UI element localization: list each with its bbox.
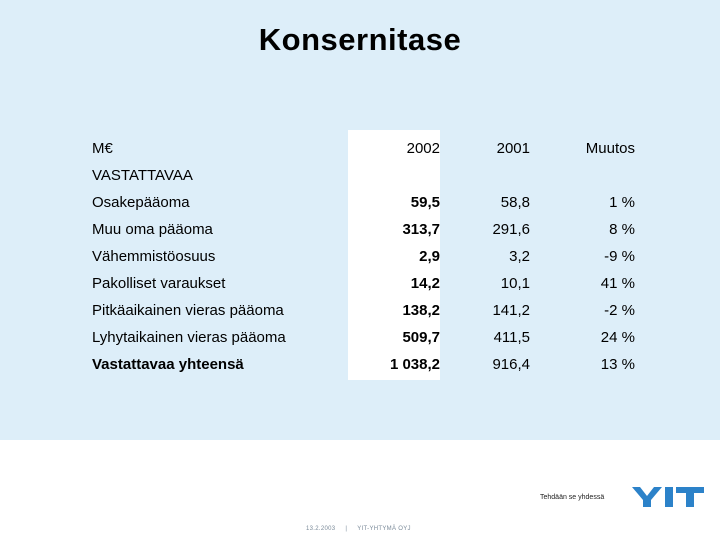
- highlight-column-2002: [348, 130, 440, 380]
- row-label: Vastattavaa yhteensä: [92, 356, 244, 373]
- value-2001: 58,8: [500, 194, 530, 211]
- value-2002: 509,7: [402, 329, 440, 346]
- value-2002: 59,5: [410, 194, 440, 211]
- value-2002: 313,7: [402, 221, 440, 238]
- table-row: Lyhytaikainen vieras pääoma 509,7 411,5 …: [92, 324, 635, 351]
- table-row: Pakolliset varaukset 14,2 10,1 41 %: [92, 270, 635, 297]
- total-row: Vastattavaa yhteensä 1 038,2 916,4 13 %: [92, 351, 635, 378]
- table-row: Osakepääoma 59,5 58,8 1 %: [92, 189, 635, 216]
- row-label: Muu oma pääoma: [92, 221, 213, 238]
- footer-company: YIT-YHTYMÄ OYJ: [357, 526, 411, 532]
- value-2001: 916,4: [492, 356, 530, 373]
- value-2001: 141,2: [492, 302, 530, 319]
- value-change: 13 %: [600, 356, 635, 373]
- table-row: Vähemmistöosuus 2,9 3,2 -9 %: [92, 243, 635, 270]
- row-label: Lyhytaikainen vieras pääoma: [92, 329, 286, 346]
- header-2001: 2001: [496, 140, 530, 157]
- value-2001: 10,1: [500, 275, 530, 292]
- row-label: Pakolliset varaukset: [92, 275, 226, 292]
- yit-logo: [632, 487, 704, 507]
- table-header-row: M€ 2002 2001 Muutos: [92, 135, 635, 162]
- balance-sheet-table: M€ 2002 2001 Muutos VASTATTAVAA Osakepää…: [92, 135, 635, 378]
- footer-text: 13.2.2003 | YIT-YHTYMÄ OYJ: [306, 526, 421, 532]
- value-2001: 411,5: [493, 329, 530, 346]
- value-change: 1 %: [609, 194, 635, 211]
- header-change: Muutos: [585, 140, 635, 157]
- section-row: VASTATTAVAA: [92, 162, 635, 189]
- value-change: -9 %: [604, 248, 635, 265]
- table-row: Pitkäaikainen vieras pääoma 138,2 141,2 …: [92, 297, 635, 324]
- value-change: 24 %: [600, 329, 635, 346]
- value-change: 41 %: [600, 275, 635, 292]
- value-change: 8 %: [609, 221, 635, 238]
- section-label: VASTATTAVAA: [92, 167, 193, 184]
- header-2002: 2002: [406, 140, 440, 157]
- value-2002: 138,2: [402, 302, 440, 319]
- row-label: Vähemmistöosuus: [92, 248, 216, 265]
- footer-date: 13.2.2003: [306, 526, 336, 532]
- row-label: Pitkäaikainen vieras pääoma: [92, 302, 284, 319]
- value-2001: 291,6: [492, 221, 530, 238]
- table-row: Muu oma pääoma 313,7 291,6 8 %: [92, 216, 635, 243]
- value-2002: 2,9: [419, 248, 440, 265]
- unit-label: M€: [92, 140, 113, 157]
- value-change: -2 %: [604, 302, 635, 319]
- row-label: Osakepääoma: [92, 194, 190, 211]
- value-2001: 3,2: [509, 248, 530, 265]
- tagline: Tehdään se yhdessä: [540, 494, 605, 501]
- value-2002: 14,2: [410, 275, 440, 292]
- slide-title: Konsernitase: [258, 22, 462, 57]
- footer-separator: |: [345, 526, 348, 532]
- value-2002: 1 038,2: [389, 356, 440, 373]
- footer-panel: [0, 440, 720, 540]
